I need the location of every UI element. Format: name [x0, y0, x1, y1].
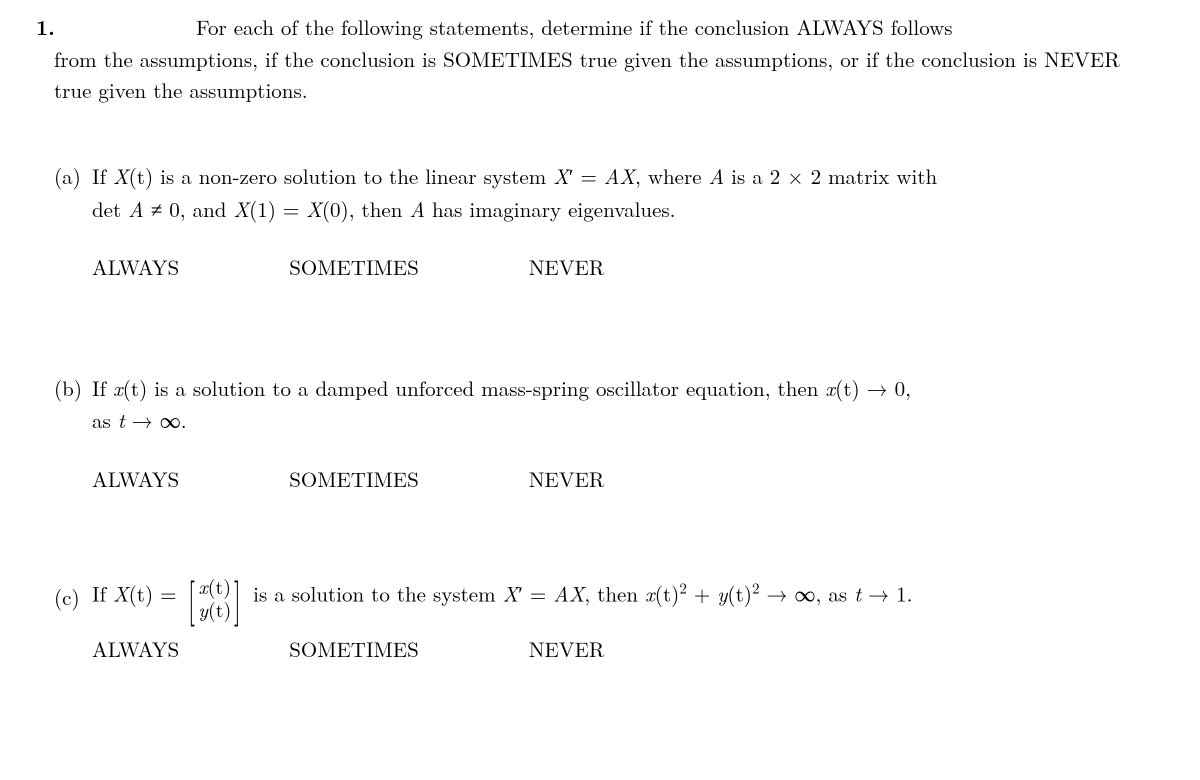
subpart-a-line1: If X(t) is a non-zero solution to the li… [92, 161, 1164, 191]
vector-entries: x(t)y(t) [198, 574, 231, 620]
text: (t) = [129, 578, 184, 608]
subpart-b-line1: If x(t) is a solution to a damped unforc… [92, 373, 1164, 403]
var-AX: AX [604, 161, 635, 191]
column-vector: [x(t)y(t)] [185, 574, 244, 620]
text: If [92, 161, 113, 191]
var-x: x [113, 373, 123, 403]
eq: = [523, 578, 553, 608]
arg: (t) [208, 594, 231, 623]
subpart-a-label: (a) [54, 161, 92, 191]
subpart-b-label: (b) [54, 373, 92, 403]
eq: = [573, 161, 603, 191]
superscript-2: 2 [752, 577, 760, 598]
text: is a solution to a damped unforced mass-… [147, 373, 825, 403]
var-X: X [233, 194, 249, 224]
subpart-c-label: (c) [54, 582, 92, 612]
var-A: A [128, 194, 144, 224]
var-x: x [645, 578, 655, 608]
text: , where [635, 161, 709, 191]
var-X: X [503, 578, 519, 608]
var-X: X [113, 161, 129, 191]
text: → ∞. [125, 405, 187, 435]
subpart-c-line1: If X(t) = [x(t)y(t)] is a solution to th… [92, 574, 1164, 620]
text: is a 2 × 2 matrix with [724, 161, 937, 191]
subpart-b-row: (b) If x(t) is a solution to a damped un… [54, 373, 1164, 403]
choices-a: ALWAYS SOMETIMES NEVER [92, 252, 1164, 282]
subpart-b-line2: as t → ∞. [92, 405, 1164, 435]
var-y: y [717, 578, 727, 608]
choice-never[interactable]: NEVER [529, 634, 605, 664]
choice-always[interactable]: ALWAYS [92, 464, 179, 494]
arg: (t) [655, 578, 680, 608]
subpart-a-row: (a) If X(t) is a non-zero solution to th… [54, 161, 1164, 191]
text: , then [584, 578, 645, 608]
var-y: y [198, 594, 208, 623]
question-prompt-line1: For each of the following statements, de… [196, 12, 1164, 42]
var-x: x [825, 373, 835, 403]
subpart-c-row: (c) If X(t) = [x(t)y(t)] is a solution t… [54, 574, 1164, 620]
choice-always[interactable]: ALWAYS [92, 252, 179, 282]
subpart-c: (c) If X(t) = [x(t)y(t)] is a solution t… [54, 574, 1164, 664]
text: is a solution to the system [246, 578, 503, 608]
choice-sometimes[interactable]: SOMETIMES [289, 464, 419, 494]
text: If [92, 578, 113, 608]
text: is a non-zero solution to the linear sys… [153, 161, 553, 191]
subpart-b: (b) If x(t) is a solution to a damped un… [54, 373, 1164, 494]
choice-never[interactable]: NEVER [529, 464, 605, 494]
question-number: 1. [36, 12, 196, 42]
text: has imaginary eigenvalues. [425, 194, 676, 224]
text: det [92, 194, 128, 224]
left-bracket-icon: [ [188, 574, 195, 620]
question-prompt-rest: from the assumptions, if the conclusion … [54, 44, 1164, 105]
arg: (t) [727, 578, 752, 608]
text: + [687, 578, 717, 608]
text: (1) = [249, 194, 306, 224]
problem-page: 1. For each of the following statements,… [0, 0, 1200, 664]
choices-b: ALWAYS SOMETIMES NEVER [92, 464, 1164, 494]
text: → 1. [861, 578, 912, 608]
var-A: A [409, 194, 425, 224]
choice-sometimes[interactable]: SOMETIMES [289, 634, 419, 664]
var-A: A [709, 161, 725, 191]
choices-c: ALWAYS SOMETIMES NEVER [92, 634, 1164, 664]
subpart-a: (a) If X(t) is a non-zero solution to th… [54, 161, 1164, 282]
choice-never[interactable]: NEVER [529, 252, 605, 282]
subpart-a-line2: det A ≠ 0, and X(1) = X(0), then A has i… [92, 194, 1164, 224]
arg: (t) [123, 373, 148, 403]
arg: (t) [129, 161, 154, 191]
var-t: t [118, 405, 125, 435]
text: If [92, 373, 113, 403]
choice-sometimes[interactable]: SOMETIMES [289, 252, 419, 282]
text: as [92, 405, 118, 435]
var-X: X [113, 578, 129, 608]
var-AX: AX [553, 578, 584, 608]
var-X: X [553, 161, 569, 191]
choice-always[interactable]: ALWAYS [92, 634, 179, 664]
vector-bottom: y(t) [198, 597, 231, 620]
text: → ∞, as [760, 578, 855, 608]
question-header: 1. For each of the following statements,… [36, 12, 1164, 42]
var-X: X [306, 194, 322, 224]
subparts: (a) If X(t) is a non-zero solution to th… [54, 161, 1164, 664]
superscript-2: 2 [679, 577, 687, 598]
right-bracket-icon: ] [234, 574, 241, 620]
text: (0), then [322, 194, 410, 224]
text: ≠ 0, and [144, 194, 234, 224]
arg: (t) → 0, [835, 373, 911, 403]
